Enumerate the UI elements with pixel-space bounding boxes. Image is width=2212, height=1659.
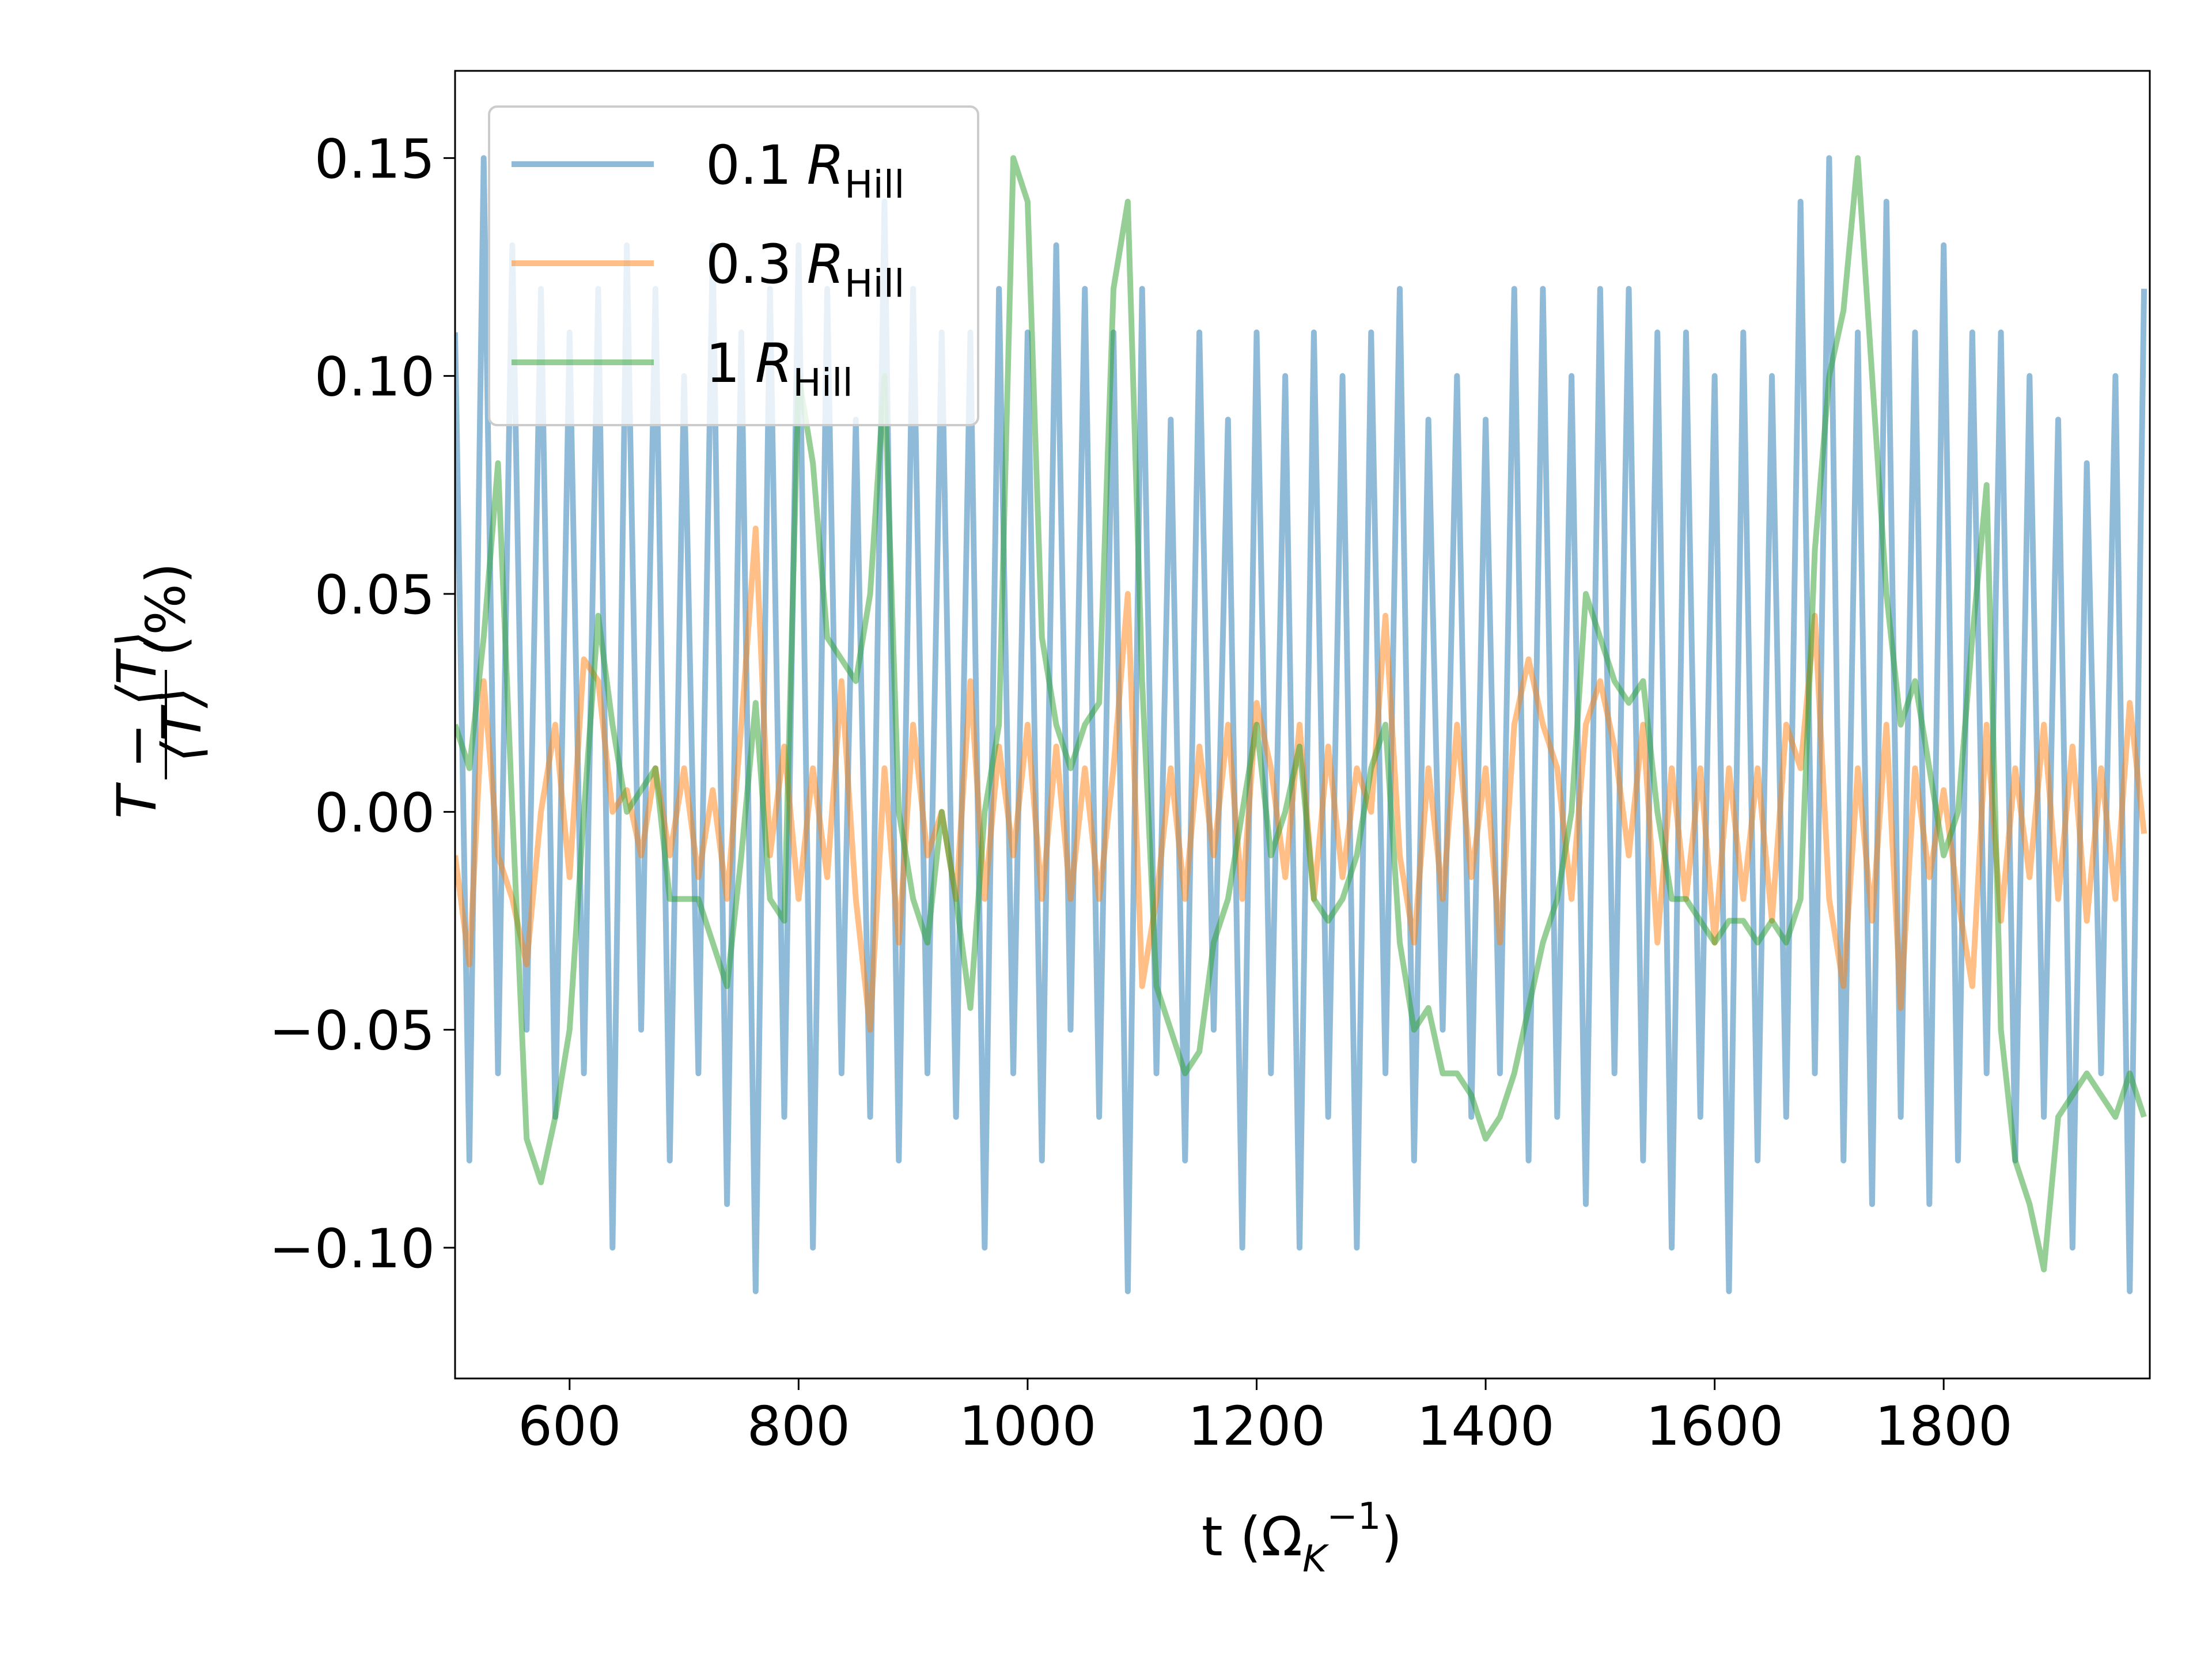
x-tick-label: 600 — [518, 1395, 621, 1458]
y-label-suffix: (%) — [135, 563, 198, 657]
plot-area — [455, 155, 2147, 1294]
axes-frame — [454, 70, 2151, 1380]
legend-unit-sub: Hill — [793, 361, 853, 405]
x-label-sup: −1 — [1327, 1495, 1381, 1538]
y-axis-label: T − ⟨T⟩ ⟨T⟩ (%) — [106, 563, 214, 819]
legend-unit: R — [807, 233, 844, 296]
x-tick-label: 1000 — [959, 1395, 1096, 1458]
x-tick-label: 1800 — [1875, 1395, 2013, 1458]
x-label-main: t (Ω — [1202, 1506, 1302, 1569]
legend-unit-sub: Hill — [844, 262, 905, 306]
x-tick-label: 800 — [747, 1395, 850, 1458]
y-tick-label: 0.10 — [315, 346, 435, 409]
legend-label: 0.3 RHill — [706, 233, 904, 306]
legend-frame — [488, 105, 979, 426]
x-label-end: ) — [1381, 1506, 1402, 1569]
legend-unit-sub: Hill — [844, 162, 905, 207]
series-line — [455, 155, 2147, 1294]
y-tick-label: 0.05 — [315, 564, 435, 627]
x-tick-label: 1400 — [1416, 1395, 1554, 1458]
y-tick-label: 0.15 — [315, 128, 435, 191]
legend-name: 0.3 — [706, 233, 792, 296]
y-tick-label: 0.00 — [315, 782, 435, 844]
y-label-numerator: T − ⟨T⟩ — [106, 631, 169, 819]
legend-label: 0.1 RHill — [706, 134, 904, 207]
legend-name: 0.1 — [706, 134, 792, 197]
x-axis-label: t (ΩK−1) — [1202, 1495, 1402, 1581]
y-label-denominator: ⟨T⟩ — [151, 687, 214, 763]
legend-label: 1 RHill — [706, 332, 853, 405]
x-tick-label: 1200 — [1188, 1395, 1325, 1458]
series-line — [455, 155, 2147, 1272]
y-tick-label: −0.10 — [269, 1218, 435, 1281]
x-label-sub: K — [1302, 1538, 1330, 1581]
legend-name: 1 — [706, 332, 740, 395]
series-line — [455, 525, 2147, 1033]
legend-unit: R — [807, 134, 844, 197]
y-tick-label: −0.05 — [269, 1000, 435, 1063]
x-tick-label: 1600 — [1646, 1395, 1783, 1458]
legend-unit: R — [755, 332, 793, 395]
